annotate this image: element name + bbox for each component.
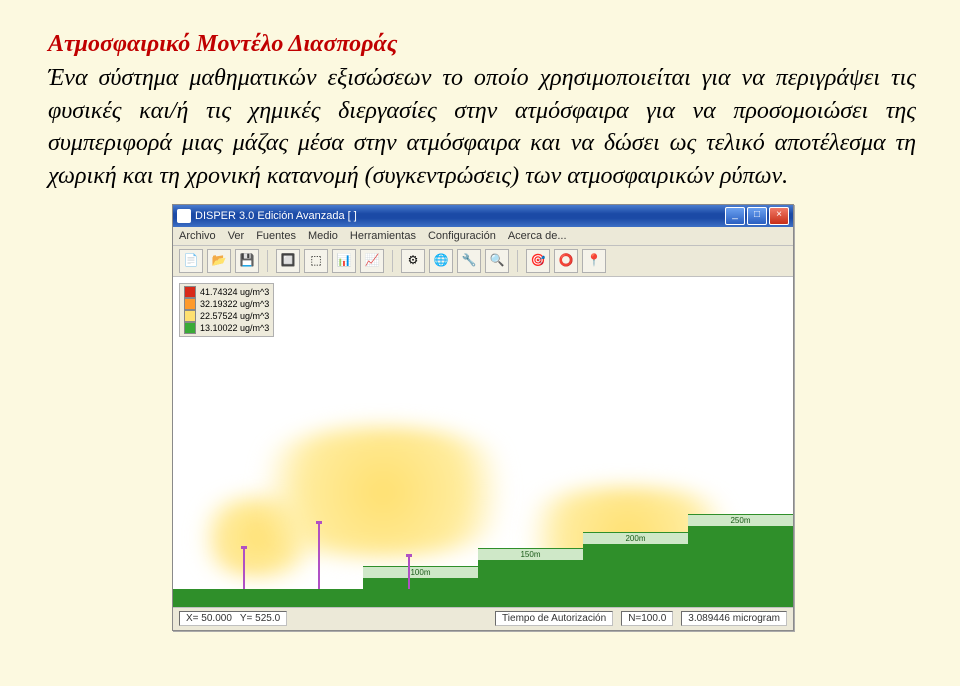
app-window: DISPER 3.0 Edición Avanzada [ ] _ □ × Ar… — [172, 204, 794, 631]
status-left: X= 50.000 Y= 525.0 — [179, 611, 287, 626]
menu-item[interactable]: Acerca de... — [508, 230, 567, 242]
terrain-label: 150m — [478, 548, 583, 560]
statusbar: X= 50.000 Y= 525.0 Tiempo de Autorización… — [173, 607, 793, 630]
menu-item[interactable]: Configuración — [428, 230, 496, 242]
toolbar-button[interactable]: 🔧 — [457, 249, 481, 273]
minimize-button[interactable]: _ — [725, 207, 745, 225]
legend-swatch — [184, 322, 196, 334]
emission-stack — [408, 557, 410, 589]
toolbar-separator — [517, 250, 518, 272]
status-value: 3.089446 microgram — [681, 611, 787, 626]
close-button[interactable]: × — [769, 207, 789, 225]
legend-label: 13.10022 ug/m^3 — [200, 322, 269, 334]
terrain-label: 100m — [363, 566, 478, 578]
legend-swatch — [184, 298, 196, 310]
status-right: Tiempo de Autorización N=100.0 3.089446 mi… — [495, 611, 787, 626]
legend-label: 41.74324 ug/m^3 — [200, 286, 269, 298]
dispersion-canvas: 41.74324 ug/m^332.19322 ug/m^322.57524 u… — [173, 277, 793, 607]
maximize-button[interactable]: □ — [747, 207, 767, 225]
emission-stack — [243, 549, 245, 589]
toolbar-button[interactable]: 📄 — [179, 249, 203, 273]
toolbar-button[interactable]: 🔲 — [276, 249, 300, 273]
toolbar-separator — [267, 250, 268, 272]
menu-item[interactable]: Archivo — [179, 230, 216, 242]
menu-item[interactable]: Fuentes — [256, 230, 296, 242]
terrain-step — [173, 589, 363, 607]
status-value: X= 50.000 — [186, 613, 232, 624]
toolbar-button[interactable]: 💾 — [235, 249, 259, 273]
terrain-label: 200m — [583, 532, 688, 544]
terrain-label: 250m — [688, 514, 793, 526]
toolbar-button[interactable]: ⬚ — [304, 249, 328, 273]
legend-swatch — [184, 310, 196, 322]
toolbar-button[interactable]: 📊 — [332, 249, 356, 273]
menubar: Archivo Ver Fuentes Medio Herramientas Config… — [173, 227, 793, 246]
toolbar-button[interactable]: 📈 — [360, 249, 384, 273]
body-paragraph: Ένα σύστημα μαθηματικών εξισώσεων το οπο… — [48, 62, 916, 192]
legend-row: 32.19322 ug/m^3 — [184, 298, 269, 310]
menu-item[interactable]: Ver — [228, 230, 245, 242]
legend-row: 41.74324 ug/m^3 — [184, 286, 269, 298]
terrain: 100m150m200m250m — [173, 487, 793, 607]
legend-label: 32.19322 ug/m^3 — [200, 298, 269, 310]
menu-item[interactable]: Medio — [308, 230, 338, 242]
status-value: Y= 525.0 — [240, 613, 280, 624]
toolbar: 📄📂💾 🔲⬚📊📈 ⚙🌐🔧🔍 🎯⭕📍 — [173, 246, 793, 277]
status-value: N=100.0 — [621, 611, 673, 626]
page-title: Ατμοσφαιρικό Μοντέλο Διασποράς — [48, 28, 916, 60]
titlebar: DISPER 3.0 Edición Avanzada [ ] _ □ × — [173, 205, 793, 227]
toolbar-button[interactable]: 🔍 — [485, 249, 509, 273]
status-value: Tiempo de Autorización — [495, 611, 613, 626]
toolbar-button[interactable]: 🎯 — [526, 249, 550, 273]
legend-row: 13.10022 ug/m^3 — [184, 322, 269, 334]
toolbar-separator — [392, 250, 393, 272]
legend: 41.74324 ug/m^332.19322 ug/m^322.57524 u… — [179, 283, 274, 337]
app-icon — [177, 209, 191, 223]
toolbar-button[interactable]: 🌐 — [429, 249, 453, 273]
terrain-step — [688, 515, 793, 607]
toolbar-button[interactable]: ⭕ — [554, 249, 578, 273]
legend-swatch — [184, 286, 196, 298]
toolbar-button[interactable]: 📂 — [207, 249, 231, 273]
menu-item[interactable]: Herramientas — [350, 230, 416, 242]
legend-label: 22.57524 ug/m^3 — [200, 310, 269, 322]
toolbar-button[interactable]: 📍 — [582, 249, 606, 273]
toolbar-button[interactable]: ⚙ — [401, 249, 425, 273]
terrain-step — [583, 533, 688, 607]
emission-stack — [318, 524, 320, 589]
window-title: DISPER 3.0 Edición Avanzada [ ] — [195, 210, 357, 222]
legend-row: 22.57524 ug/m^3 — [184, 310, 269, 322]
